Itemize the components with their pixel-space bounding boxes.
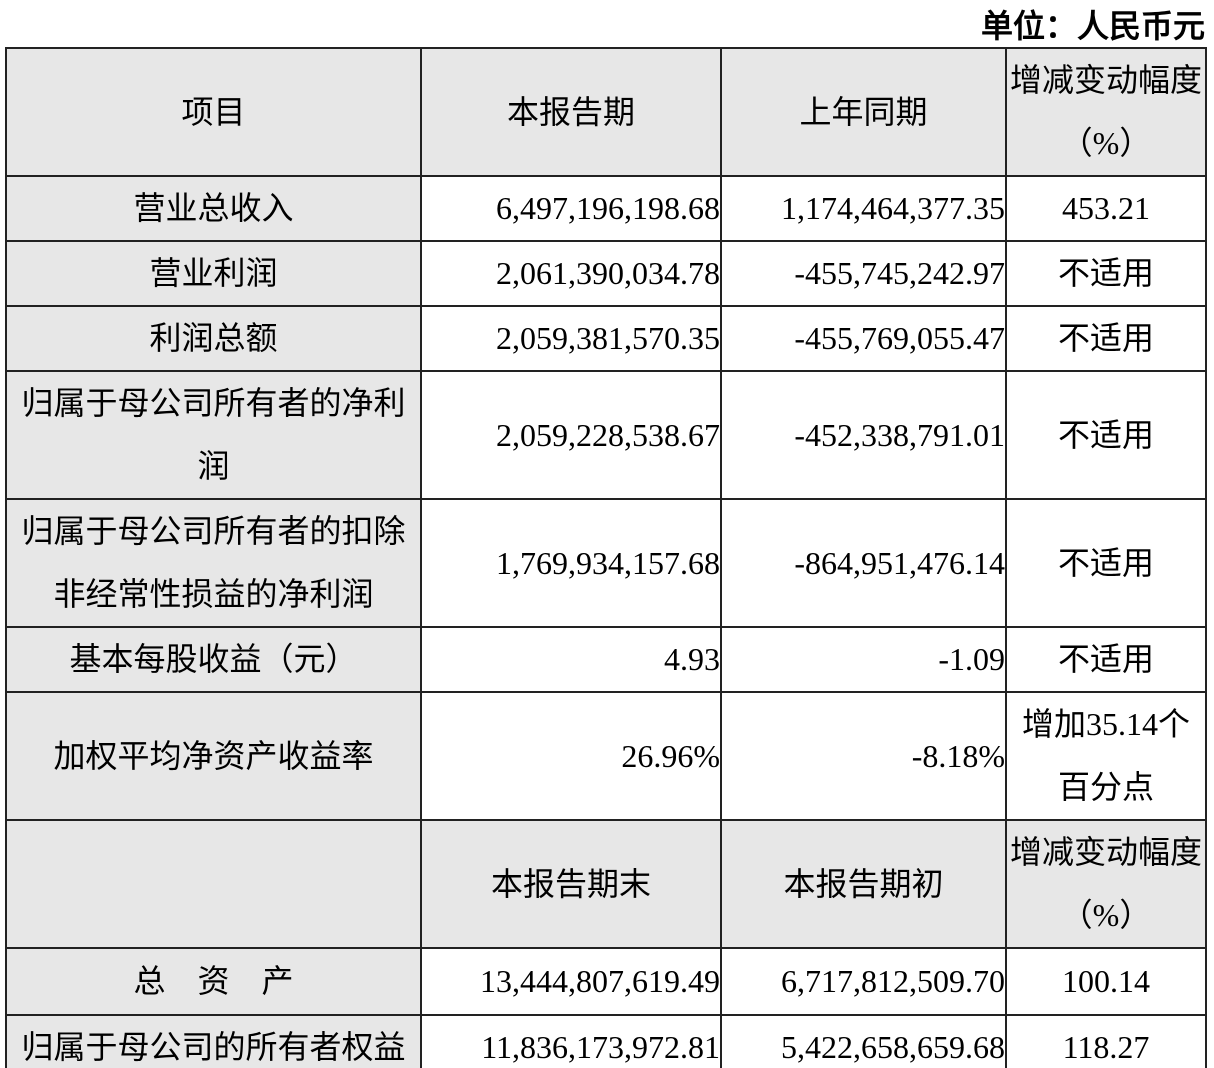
row-label: 归属于母公司所有者的扣除非经常性损益的净利润 <box>5 498 422 628</box>
unit-label: 单位：人民币元 <box>980 8 1205 44</box>
row-change-value: 不适用 <box>1005 370 1207 500</box>
table-row-net-profit-parent: 归属于母公司所有者的净利润 2,059,228,538.67 -452,338,… <box>5 370 1207 500</box>
row-label: 归属于母公司所有者的净利润 <box>5 370 422 500</box>
row-current-value: 2,061,390,034.78 <box>420 240 722 307</box>
row-current-value: 11,836,173,972.81 <box>420 1014 722 1068</box>
row-prior-value: -452,338,791.01 <box>720 370 1007 500</box>
row-label: 总 资 产 <box>5 947 422 1016</box>
row-prior-value: -864,951,476.14 <box>720 498 1007 628</box>
row-change-value: 118.27 <box>1005 1014 1207 1068</box>
row-current-value: 13,444,807,619.49 <box>420 947 722 1016</box>
row-label: 营业利润 <box>5 240 422 307</box>
col-header-item: 项目 <box>5 47 422 177</box>
table-header-row-1: 项目 本报告期 上年同期 增减变动幅度（%） <box>5 47 1207 177</box>
row-current-value: 6,497,196,198.68 <box>420 175 722 242</box>
row-current-value: 2,059,381,570.35 <box>420 305 722 372</box>
col-header-change-pct-2: 增减变动幅度（%） <box>1005 819 1207 949</box>
row-current-value: 26.96% <box>420 691 722 821</box>
row-change-value: 不适用 <box>1005 240 1207 307</box>
row-label: 基本每股收益（元） <box>5 626 422 693</box>
col-header-prior-period: 上年同期 <box>720 47 1007 177</box>
table-row-net-profit-excl-nonrecurring: 归属于母公司所有者的扣除非经常性损益的净利润 1,769,934,157.68 … <box>5 498 1207 628</box>
row-change-value: 453.21 <box>1005 175 1207 242</box>
col-header-blank <box>5 819 422 949</box>
row-change-value: 不适用 <box>1005 305 1207 372</box>
row-current-value: 1,769,934,157.68 <box>420 498 722 628</box>
table-row-equity-parent: 归属于母公司的所有者权益 11,836,173,972.81 5,422,658… <box>5 1014 1207 1068</box>
table-header-row-2: 本报告期末 本报告期初 增减变动幅度（%） <box>5 819 1207 949</box>
row-label: 营业总收入 <box>5 175 422 242</box>
row-prior-value: 6,717,812,509.70 <box>720 947 1007 1016</box>
row-change-value: 增加35.14个百分点 <box>1005 691 1207 821</box>
row-prior-value: -1.09 <box>720 626 1007 693</box>
col-header-current-period: 本报告期 <box>420 47 722 177</box>
row-change-value: 不适用 <box>1005 498 1207 628</box>
table-row-total-revenue: 营业总收入 6,497,196,198.68 1,174,464,377.35 … <box>5 175 1207 242</box>
row-change-value: 100.14 <box>1005 947 1207 1016</box>
col-header-change-pct: 增减变动幅度（%） <box>1005 47 1207 177</box>
row-change-value: 不适用 <box>1005 626 1207 693</box>
row-label: 加权平均净资产收益率 <box>5 691 422 821</box>
col-header-period-begin: 本报告期初 <box>720 819 1007 949</box>
row-prior-value: 5,422,658,659.68 <box>720 1014 1007 1068</box>
row-prior-value: -8.18% <box>720 691 1007 821</box>
financial-summary-table: 项目 本报告期 上年同期 增减变动幅度（%） 营业总收入 6,497,196,1… <box>5 47 1207 1068</box>
row-current-value: 2,059,228,538.67 <box>420 370 722 500</box>
table-row-operating-profit: 营业利润 2,061,390,034.78 -455,745,242.97 不适… <box>5 240 1207 307</box>
table-row-weighted-avg-roe: 加权平均净资产收益率 26.96% -8.18% 增加35.14个百分点 <box>5 691 1207 821</box>
row-prior-value: 1,174,464,377.35 <box>720 175 1007 242</box>
row-prior-value: -455,745,242.97 <box>720 240 1007 307</box>
row-label: 归属于母公司的所有者权益 <box>5 1014 422 1068</box>
row-current-value: 4.93 <box>420 626 722 693</box>
table-row-total-assets: 总 资 产 13,444,807,619.49 6,717,812,509.70… <box>5 947 1207 1016</box>
table-row-basic-eps: 基本每股收益（元） 4.93 -1.09 不适用 <box>5 626 1207 693</box>
row-label: 利润总额 <box>5 305 422 372</box>
col-header-period-end: 本报告期末 <box>420 819 722 949</box>
row-prior-value: -455,769,055.47 <box>720 305 1007 372</box>
table-row-total-profit: 利润总额 2,059,381,570.35 -455,769,055.47 不适… <box>5 305 1207 372</box>
